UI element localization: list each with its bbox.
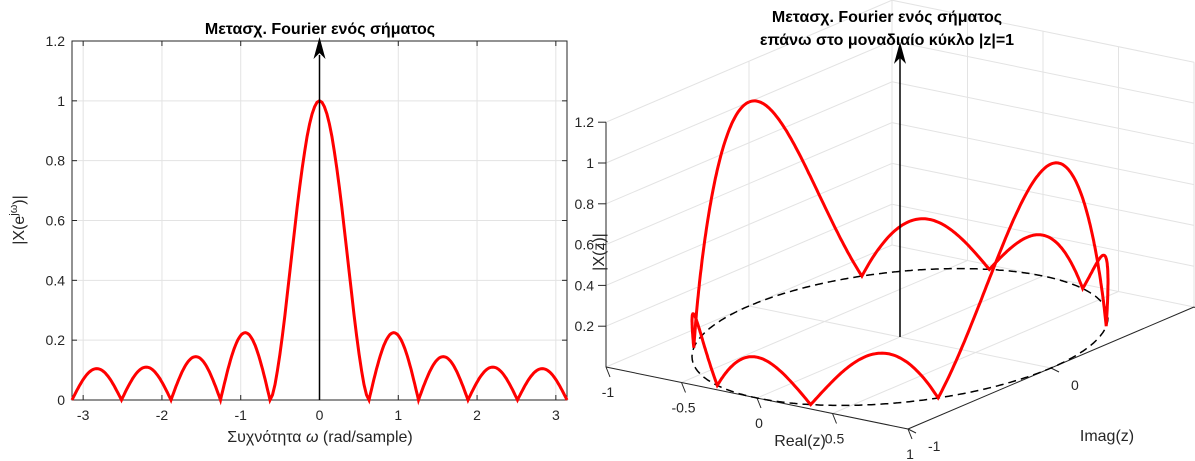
y-tick-label: 0.4 (46, 272, 66, 288)
x-tick-label: 3 (552, 407, 560, 423)
y-tick-label: 1 (57, 93, 65, 109)
x-tick-label: 2 (473, 407, 481, 423)
x-tick (832, 413, 837, 424)
x-tick-label: 0 (755, 415, 763, 431)
x-tick-label: -0.5 (671, 400, 695, 416)
x-tick-label: 1 (394, 407, 402, 423)
3d-tick-labels: -1-0.500.51-1010.20.40.60.811.2 (575, 114, 1079, 461)
grid-line (891, 162, 1195, 226)
y-tick-label: 0 (1071, 377, 1079, 393)
y-tick-label: 0 (57, 392, 65, 408)
y-tick-label: -1 (928, 438, 941, 454)
fourier-magnitude-chart: -3 -2 -1 0 1 2 3 0 0.2 0.4 0.6 0.8 1 1.2 Μετασχ. Four… (8, 21, 569, 446)
z-tick-label: 0.2 (575, 318, 595, 334)
x-tick (907, 428, 913, 440)
z-tick-label: 0.8 (575, 196, 595, 212)
x-tick (756, 397, 762, 409)
y-axis-label: |X(ejω)| (8, 195, 28, 245)
grid-line (891, 0, 1195, 63)
x-tick-label: 1 (906, 446, 914, 461)
grid-line (605, 162, 893, 286)
x-tick (605, 366, 611, 378)
grid-line (605, 0, 893, 123)
3d-axes (598, 121, 1195, 440)
unit-circle-3d-chart: -1-0.500.51-1010.20.40.60.811.2 Μετασχ. … (575, 0, 1195, 461)
z-tick-label: 0.4 (575, 277, 595, 293)
x-axis-label: Συχνότητα ω (rad/sample) (227, 429, 412, 446)
x-tick (681, 382, 686, 393)
y-tick (907, 428, 917, 434)
y-tick-label: 0.8 (46, 153, 66, 169)
grid-line (605, 203, 893, 327)
grid-line (605, 81, 893, 205)
x-tick-label: 0.5 (825, 431, 845, 447)
chart-title-line2: επάνω στο μοναδιαίο κύκλο |z|=1 (760, 32, 1014, 49)
z-tick-label: 1 (586, 155, 594, 171)
y-tick-label: 0.6 (46, 213, 66, 229)
z-axis-label-3d: |X(z)| (591, 233, 608, 271)
y-tick (1050, 367, 1060, 373)
impulse-arrow-head (313, 37, 326, 59)
grid-line (891, 122, 1195, 186)
x-tick-label: -1 (234, 407, 247, 423)
y-tick-label: 0.2 (46, 332, 66, 348)
grid-line (891, 40, 1195, 104)
tick-labels: -3 -2 -1 0 1 2 3 0 0.2 0.4 0.6 0.8 1 1.2 (46, 33, 560, 423)
magnitude-curve-3d (690, 99, 1110, 407)
grid-line (891, 81, 1195, 145)
y-tick-label: 1.2 (46, 33, 66, 49)
x-tick-label: 0 (316, 407, 324, 423)
chart-title-line1: Μετασχ. Fourier ενός σήματος (772, 9, 1002, 26)
grid-line (605, 122, 893, 246)
y-axis-label-3d: Imag(z) (1080, 428, 1134, 445)
chart-title: Μετασχ. Fourier ενός σήματος (205, 21, 435, 38)
impulse-arrow-3d-head (894, 41, 906, 64)
z-tick-label: 1.2 (575, 114, 595, 130)
x-tick-label: -2 (156, 407, 169, 423)
x-axis-label-3d: Real(z) (774, 433, 826, 450)
x-tick-label: -3 (77, 407, 90, 423)
z-tick-label: 0.6 (575, 237, 595, 253)
x-tick-label: -1 (602, 384, 615, 400)
unit-circle-dashed (691, 267, 1109, 407)
